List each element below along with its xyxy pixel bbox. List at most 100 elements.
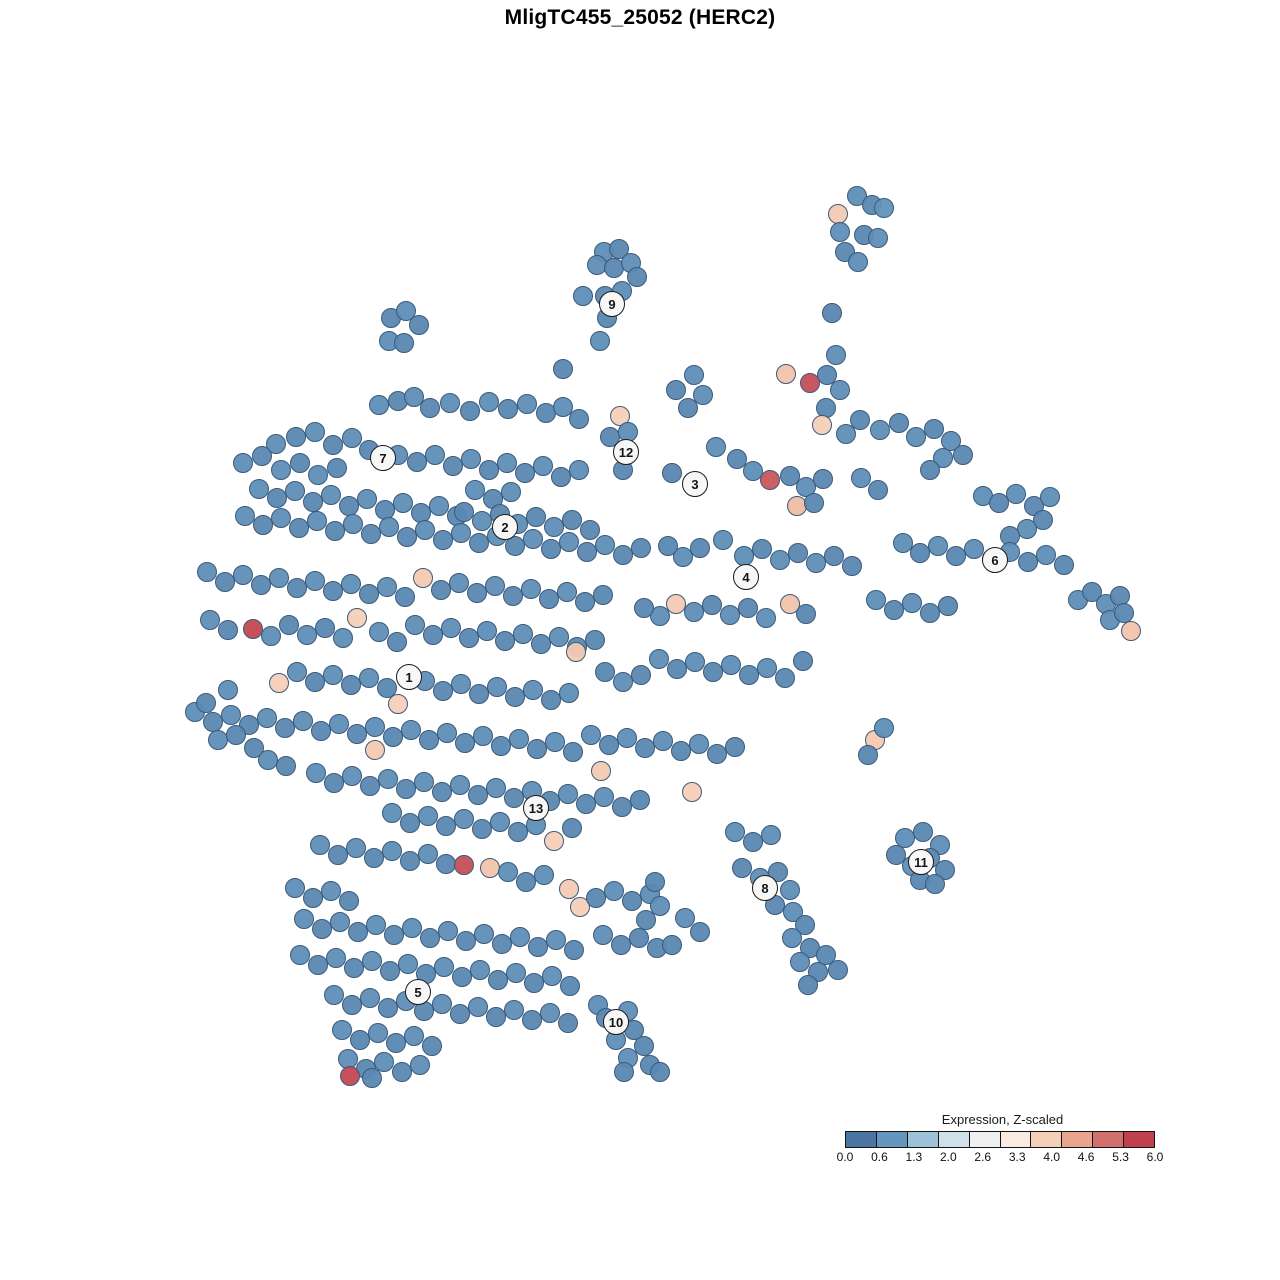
data-point	[925, 874, 945, 894]
data-point	[580, 520, 600, 540]
data-point	[196, 693, 216, 713]
cluster-label-5[interactable]: 5	[405, 979, 431, 1005]
data-point	[542, 966, 562, 986]
data-point	[249, 479, 269, 499]
data-point	[343, 514, 363, 534]
data-point	[508, 822, 528, 842]
data-point	[450, 1004, 470, 1024]
data-point	[870, 420, 890, 440]
data-point	[366, 915, 386, 935]
data-point	[566, 642, 586, 662]
data-point	[562, 818, 582, 838]
data-point	[570, 897, 590, 917]
data-point	[360, 988, 380, 1008]
legend-title: Expression, Z-scaled	[941, 1112, 1064, 1127]
data-point	[614, 1062, 634, 1082]
data-point	[369, 395, 389, 415]
cluster-label-12[interactable]: 12	[613, 439, 639, 465]
data-point	[673, 547, 693, 567]
cluster-label-9[interactable]: 9	[599, 291, 625, 317]
data-point	[684, 365, 704, 385]
cluster-label-7[interactable]: 7	[370, 445, 396, 471]
data-point	[666, 380, 686, 400]
data-point	[569, 409, 589, 429]
data-point	[920, 603, 940, 623]
data-point	[513, 624, 533, 644]
data-point	[420, 398, 440, 418]
data-point	[357, 489, 377, 509]
data-point	[479, 460, 499, 480]
data-point	[713, 530, 733, 550]
data-point	[534, 865, 554, 885]
data-point	[382, 803, 402, 823]
data-point	[631, 538, 651, 558]
data-point	[492, 934, 512, 954]
data-point	[667, 659, 687, 679]
cluster-label-6[interactable]: 6	[982, 547, 1008, 573]
data-point	[340, 1066, 360, 1086]
legend-tick-0: 0.0	[836, 1150, 854, 1164]
data-point	[1110, 586, 1130, 606]
data-point	[510, 927, 530, 947]
data-point	[886, 845, 906, 865]
data-point	[649, 649, 669, 669]
data-point	[828, 960, 848, 980]
data-point	[528, 937, 548, 957]
data-point	[816, 945, 836, 965]
data-point	[321, 881, 341, 901]
data-point	[454, 502, 474, 522]
legend-swatch-6	[1031, 1132, 1063, 1147]
cluster-label-2[interactable]: 2	[492, 514, 518, 540]
data-point	[868, 480, 888, 500]
data-point	[790, 952, 810, 972]
data-point	[1114, 603, 1134, 623]
data-point	[347, 724, 367, 744]
data-point	[604, 881, 624, 901]
legend-tick-1: 0.6	[871, 1150, 888, 1164]
data-point	[287, 662, 307, 682]
data-point	[515, 463, 535, 483]
data-point	[287, 578, 307, 598]
data-point	[253, 515, 273, 535]
data-point	[498, 399, 518, 419]
data-point	[375, 500, 395, 520]
data-point	[1033, 510, 1053, 530]
data-point	[344, 958, 364, 978]
data-point	[631, 665, 651, 685]
cluster-label-8[interactable]: 8	[752, 875, 778, 901]
cluster-label-11[interactable]: 11	[908, 849, 934, 875]
data-point	[342, 766, 362, 786]
cluster-label-10[interactable]: 10	[603, 1009, 629, 1035]
data-point	[1040, 487, 1060, 507]
cluster-label-1[interactable]: 1	[396, 664, 422, 690]
data-point	[433, 530, 453, 550]
data-point	[1082, 582, 1102, 602]
data-point	[501, 482, 521, 502]
cluster-label-13[interactable]: 13	[523, 795, 549, 821]
data-point	[946, 546, 966, 566]
cluster-label-4[interactable]: 4	[733, 564, 759, 590]
page-title: MligTC455_25052 (HERC2)	[504, 6, 776, 29]
data-point	[553, 359, 573, 379]
data-point	[576, 794, 596, 814]
data-point	[485, 576, 505, 596]
data-point	[392, 1062, 412, 1082]
data-point	[387, 632, 407, 652]
data-point	[469, 533, 489, 553]
data-point	[467, 583, 487, 603]
data-point	[505, 687, 525, 707]
data-point	[266, 434, 286, 454]
data-point	[549, 627, 569, 647]
data-point	[377, 678, 397, 698]
data-point	[544, 517, 564, 537]
cluster-label-3[interactable]: 3	[682, 471, 708, 497]
data-point	[395, 587, 415, 607]
data-point	[924, 419, 944, 439]
data-point	[432, 994, 452, 1014]
data-point	[725, 737, 745, 757]
data-point	[409, 315, 429, 335]
data-point	[725, 822, 745, 842]
data-point	[813, 469, 833, 489]
data-point	[362, 951, 382, 971]
data-point	[451, 523, 471, 543]
